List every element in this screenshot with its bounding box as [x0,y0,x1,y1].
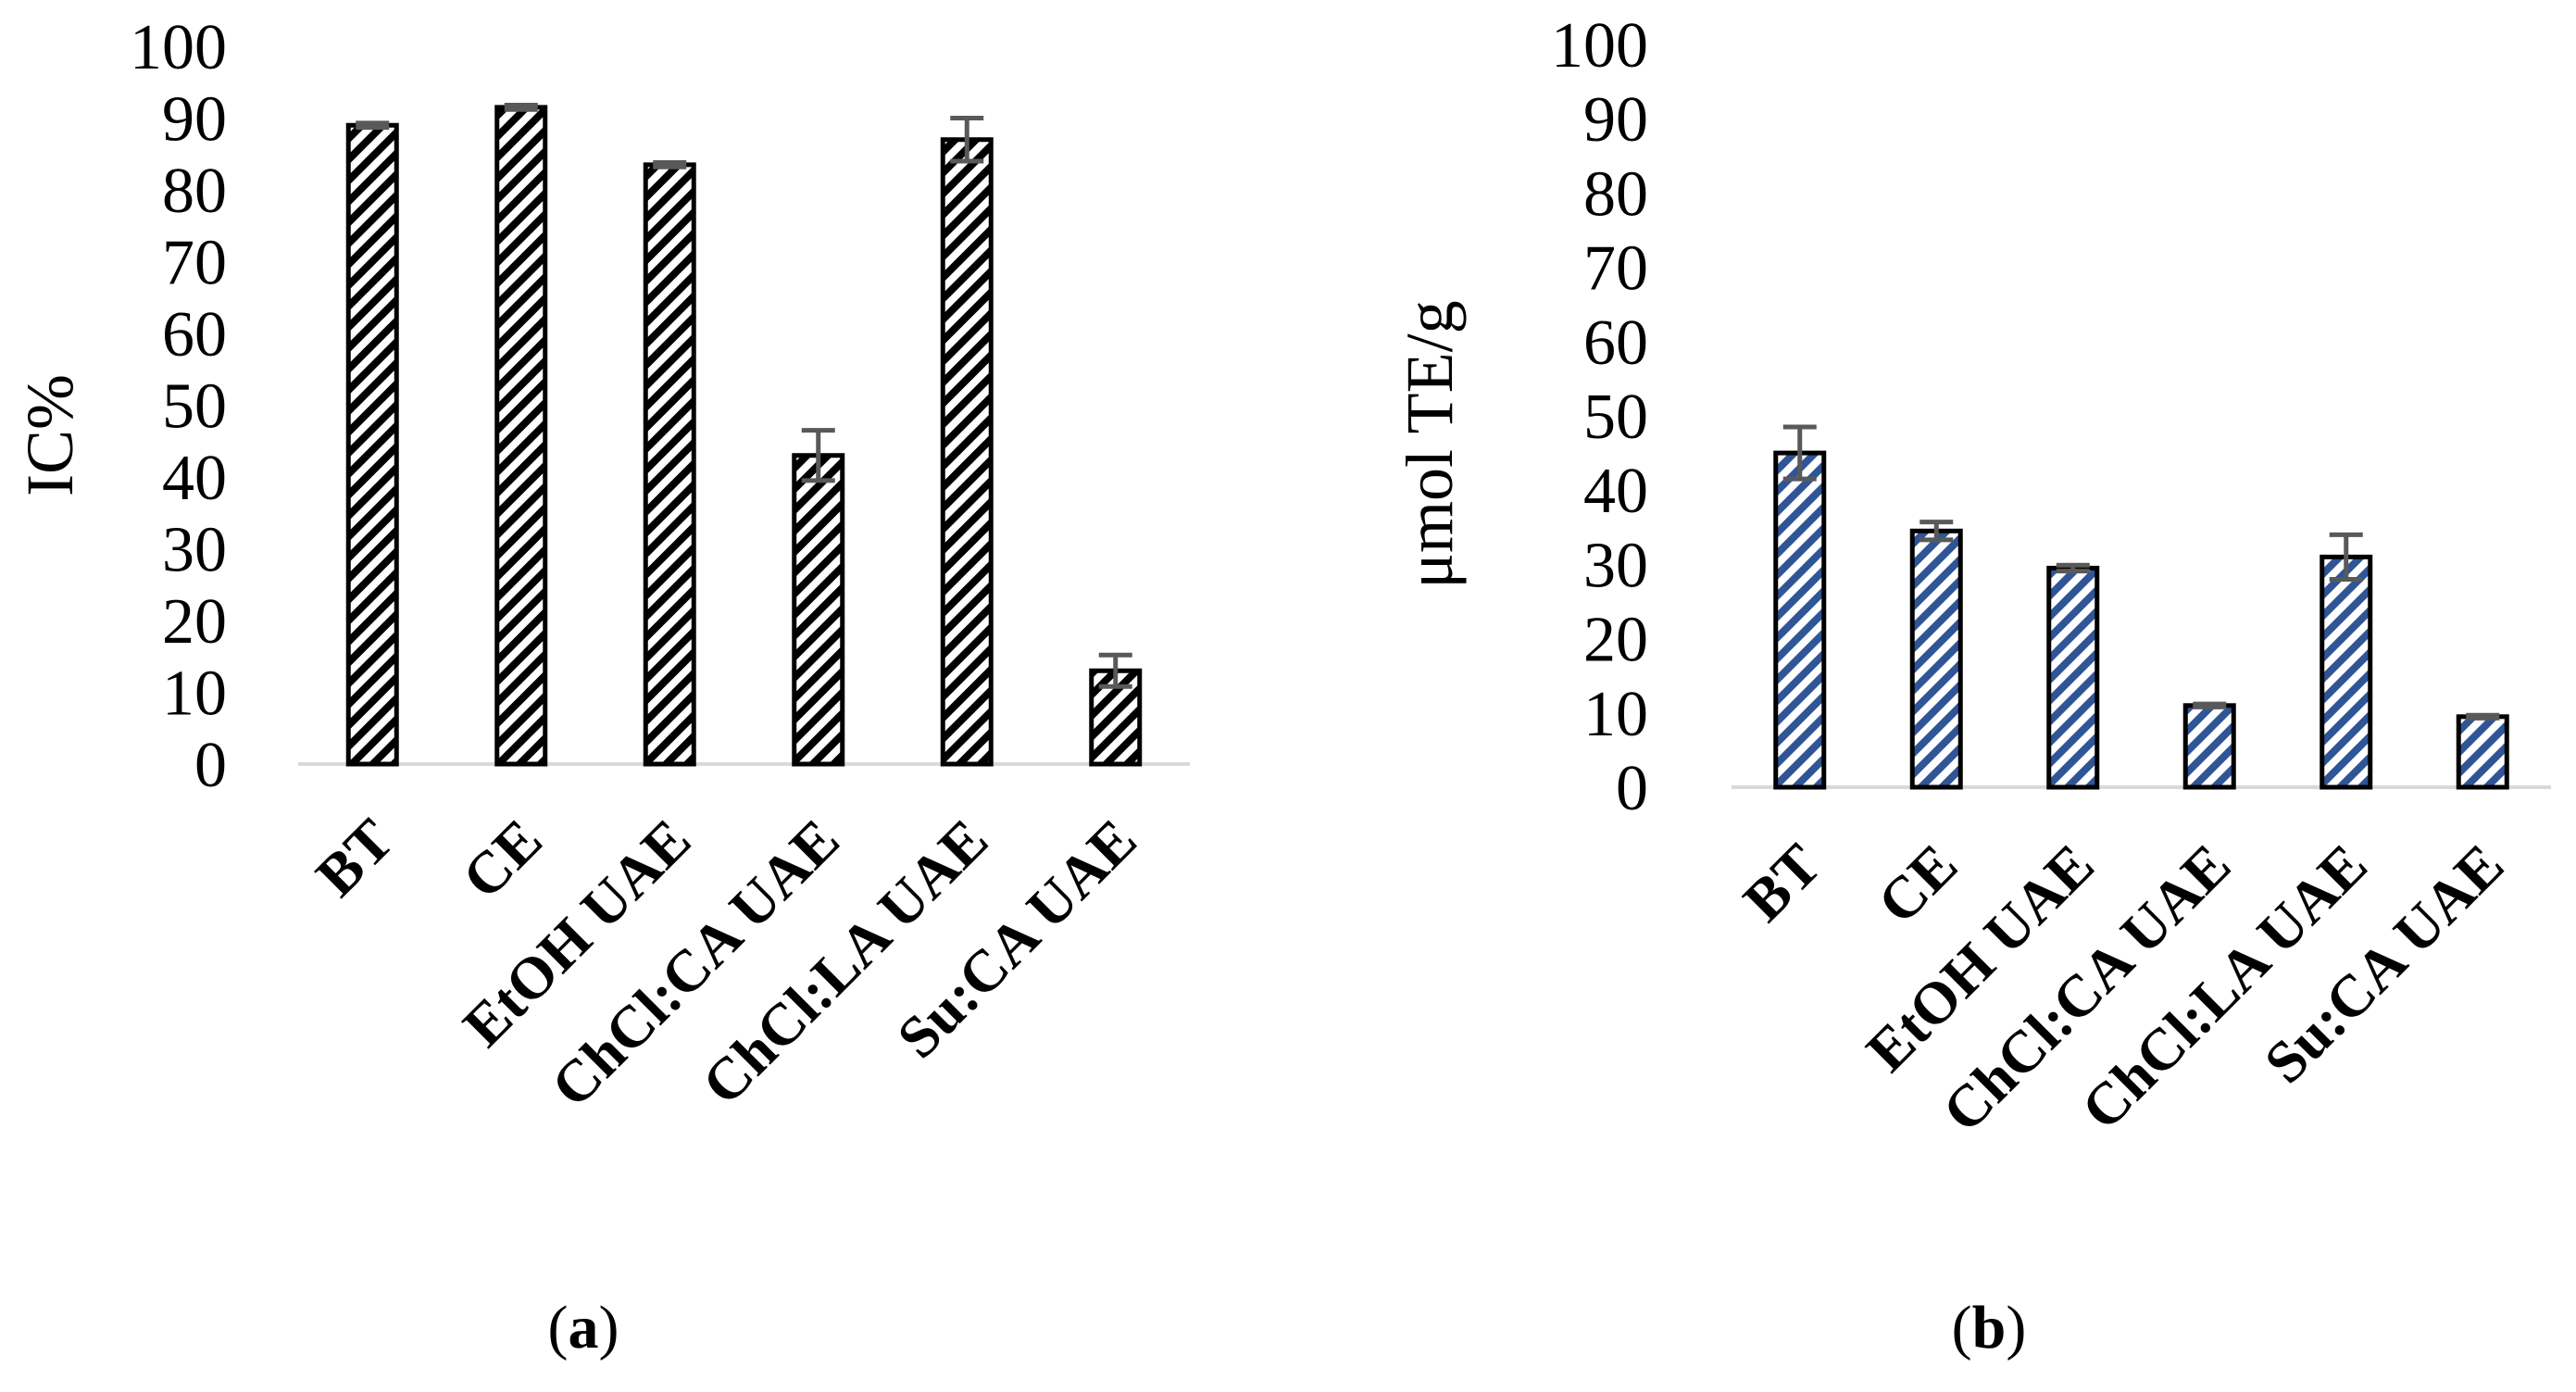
y-tick-label: 50 [1583,382,1648,453]
error-bar [2329,532,2363,582]
bar-group [345,103,1143,767]
bar [1773,450,1827,790]
y-tick-label: 30 [162,515,227,586]
error-bar [2056,562,2090,574]
y-tick-label: 10 [1583,679,1648,750]
bar [2182,703,2236,790]
error-bar [2466,712,2500,721]
y-tick-label: 100 [130,12,227,83]
error-bar [504,103,538,112]
bar [494,105,548,767]
error-bar [1098,652,1132,689]
y-tick-label: 60 [1583,307,1648,379]
y-tick-label: 0 [1616,753,1648,824]
bar [643,162,696,767]
bar [2046,565,2100,790]
y-tick-label: 40 [162,443,227,514]
bar-group [1773,424,2509,790]
x-category-label: BT [304,807,406,909]
y-tick-label: 40 [1583,456,1648,527]
y-tick-label: 60 [162,299,227,370]
y-tick-label: 50 [162,371,227,443]
error-bar [356,120,390,131]
y-axis-title: IC% [13,374,87,496]
error-bar [1919,520,1954,543]
panel-label: (b) [1952,1294,2027,1361]
y-tick-label: 90 [1583,84,1648,156]
y-tick-label: 0 [194,730,227,801]
bar [792,453,845,767]
error-bar [801,428,835,483]
bar [345,122,399,767]
y-axis-title: μmol TE/g [1393,300,1467,588]
y-tick-label: 100 [1551,10,1648,82]
x-category-label: CE [450,807,555,911]
bar [940,137,994,767]
y-tick-label: 80 [162,156,227,227]
error-bar [950,116,984,164]
panel-label: (a) [548,1294,619,1361]
y-tick-label: 70 [162,228,227,299]
y-tick-label: 70 [1583,233,1648,305]
x-category-label: BT [1731,832,1833,934]
y-tick-label: 90 [162,84,227,156]
y-tick-label: 20 [162,586,227,658]
bar [2456,714,2509,790]
error-bar [1782,424,1817,482]
bar [2320,554,2373,790]
bar [1909,528,1963,790]
x-category-label: CE [1865,832,1970,936]
error-bar [653,160,687,169]
error-bar [2193,701,2227,709]
y-tick-label: 30 [1583,530,1648,601]
y-tick-label: 80 [1583,158,1648,230]
y-tick-label: 20 [1583,605,1648,676]
y-tick-label: 10 [162,658,227,730]
